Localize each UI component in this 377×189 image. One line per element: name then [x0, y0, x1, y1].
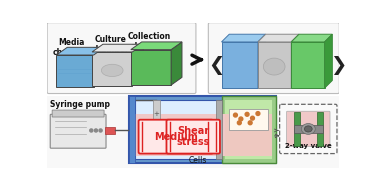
FancyBboxPatch shape	[280, 104, 337, 154]
FancyBboxPatch shape	[139, 120, 213, 154]
Circle shape	[256, 112, 260, 115]
Circle shape	[251, 116, 254, 120]
Circle shape	[233, 113, 238, 117]
FancyBboxPatch shape	[47, 96, 339, 168]
Ellipse shape	[264, 58, 285, 75]
Text: Medium: Medium	[154, 132, 198, 142]
FancyBboxPatch shape	[216, 100, 222, 159]
Circle shape	[99, 129, 102, 132]
Ellipse shape	[101, 64, 123, 77]
Text: +: +	[153, 111, 159, 117]
Polygon shape	[258, 34, 266, 88]
FancyBboxPatch shape	[50, 114, 106, 148]
Text: ❮: ❮	[208, 56, 224, 74]
FancyBboxPatch shape	[129, 96, 276, 163]
FancyBboxPatch shape	[225, 100, 272, 159]
Polygon shape	[131, 42, 182, 50]
Circle shape	[90, 129, 93, 132]
Ellipse shape	[301, 124, 315, 134]
Polygon shape	[171, 42, 182, 85]
Polygon shape	[131, 50, 171, 85]
Text: ❯: ❯	[330, 56, 347, 74]
FancyBboxPatch shape	[135, 100, 270, 159]
Polygon shape	[92, 44, 143, 52]
FancyBboxPatch shape	[167, 120, 220, 154]
Text: Shear
stress: Shear stress	[176, 126, 210, 147]
Text: 2-way valve: 2-way valve	[285, 143, 332, 149]
FancyBboxPatch shape	[105, 127, 115, 134]
Polygon shape	[57, 47, 104, 55]
FancyBboxPatch shape	[294, 125, 323, 133]
FancyBboxPatch shape	[47, 23, 196, 94]
Text: Media
chamber: Media chamber	[53, 38, 91, 57]
Polygon shape	[325, 34, 332, 88]
Text: Syringe pump: Syringe pump	[51, 100, 110, 109]
Polygon shape	[291, 34, 332, 42]
Polygon shape	[132, 44, 143, 86]
Circle shape	[94, 129, 98, 132]
Polygon shape	[57, 55, 93, 87]
Text: Collection
chamber: Collection chamber	[128, 32, 171, 51]
Polygon shape	[92, 52, 132, 86]
Polygon shape	[222, 34, 266, 42]
Polygon shape	[258, 34, 299, 42]
Text: Cells: Cells	[189, 156, 207, 165]
Text: Exosome: Exosome	[230, 102, 264, 111]
Polygon shape	[93, 47, 104, 87]
FancyBboxPatch shape	[129, 96, 135, 163]
FancyBboxPatch shape	[52, 110, 104, 117]
FancyBboxPatch shape	[222, 96, 276, 163]
FancyBboxPatch shape	[208, 23, 339, 94]
Circle shape	[245, 112, 249, 116]
FancyBboxPatch shape	[294, 112, 300, 146]
FancyBboxPatch shape	[229, 109, 268, 130]
Circle shape	[239, 117, 243, 121]
Ellipse shape	[304, 126, 312, 132]
FancyBboxPatch shape	[317, 112, 323, 146]
Circle shape	[238, 121, 241, 125]
Circle shape	[248, 121, 252, 125]
Polygon shape	[291, 42, 325, 88]
Polygon shape	[291, 34, 299, 88]
FancyBboxPatch shape	[225, 114, 272, 156]
FancyBboxPatch shape	[287, 111, 330, 147]
Text: Culture
chamber: Culture chamber	[92, 35, 130, 54]
Polygon shape	[222, 42, 258, 88]
Polygon shape	[258, 42, 291, 88]
FancyBboxPatch shape	[153, 100, 159, 130]
FancyBboxPatch shape	[135, 114, 270, 156]
